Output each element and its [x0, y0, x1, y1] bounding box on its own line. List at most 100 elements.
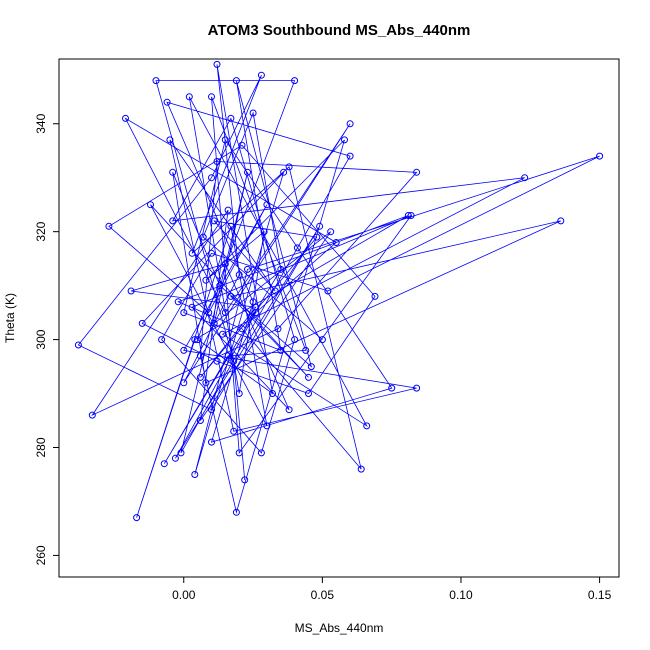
data-point	[227, 222, 235, 230]
data-point	[210, 319, 218, 327]
data-point	[185, 93, 193, 101]
data-point	[202, 379, 210, 387]
data-point	[208, 406, 215, 414]
data-point	[241, 476, 249, 484]
data-point	[138, 319, 146, 327]
data-point	[371, 292, 379, 300]
data-point	[244, 265, 251, 273]
data-point	[274, 325, 282, 333]
data-point	[302, 346, 310, 354]
data-point	[332, 239, 340, 246]
data-point	[307, 363, 315, 371]
data-point	[244, 168, 251, 176]
data-point	[235, 449, 243, 457]
data-point	[249, 298, 257, 306]
data-point	[252, 309, 260, 317]
data-point	[413, 384, 421, 392]
data-point	[188, 303, 196, 311]
data-point	[230, 357, 238, 365]
data-point	[291, 77, 299, 85]
y-tick-label: 300	[34, 329, 48, 349]
x-tick-label: 0.05	[311, 588, 335, 602]
x-axis-label: MS_Abs_440nm	[295, 621, 384, 635]
y-tick-label: 320	[34, 221, 48, 241]
data-point	[238, 141, 246, 149]
data-point	[271, 287, 279, 295]
data-point	[133, 514, 141, 522]
y-tick-label: 260	[34, 545, 48, 565]
data-point	[238, 325, 246, 333]
data-point	[252, 303, 260, 311]
data-point	[230, 427, 238, 435]
data-point	[188, 249, 196, 257]
data-point	[235, 271, 243, 279]
data-point	[232, 77, 240, 85]
chart-title: ATOM3 Southbound MS_Abs_440nm	[208, 22, 471, 39]
data-point	[191, 471, 199, 478]
data-point	[327, 228, 335, 236]
data-point	[596, 152, 604, 160]
data-point	[257, 71, 265, 79]
data-point	[249, 109, 257, 117]
x-tick-label: 0.00	[172, 588, 196, 602]
data-point	[291, 336, 299, 344]
data-point	[158, 336, 166, 344]
data-point	[122, 114, 129, 122]
data-point	[313, 233, 321, 241]
y-axis: 260 280 300 320 340	[34, 113, 60, 565]
data-point	[235, 390, 243, 397]
data-point	[196, 373, 204, 381]
data-point	[208, 249, 215, 257]
data-point	[208, 438, 215, 446]
data-point	[263, 201, 271, 209]
data-point	[227, 114, 235, 122]
data-point	[163, 98, 171, 106]
data-point	[293, 244, 301, 252]
data-point	[413, 168, 421, 176]
data-point	[316, 222, 324, 230]
data-point	[147, 201, 154, 209]
data-point	[305, 390, 312, 397]
data-point	[174, 298, 182, 306]
data-point	[277, 346, 285, 354]
data-point	[216, 282, 224, 290]
data-point	[205, 309, 213, 317]
data-point	[166, 136, 174, 144]
data-point	[285, 406, 293, 414]
data-point	[221, 260, 229, 268]
data-point	[160, 460, 168, 468]
data-point	[363, 422, 371, 430]
data-point	[221, 309, 229, 317]
data-point	[171, 454, 179, 462]
data-point	[346, 120, 354, 128]
data-point	[199, 233, 207, 241]
y-axis-label: Theta (K)	[3, 293, 17, 343]
data-point	[324, 287, 332, 295]
data-point	[318, 336, 326, 344]
data-point	[213, 60, 221, 68]
data-point	[194, 336, 202, 344]
data-point	[221, 136, 229, 144]
data-point	[180, 346, 188, 354]
data-point	[202, 276, 210, 284]
data-point	[180, 309, 188, 317]
x-tick-label: 0.10	[449, 588, 473, 602]
data-point	[180, 379, 188, 387]
data-point	[196, 417, 204, 424]
x-axis: 0.00 0.05 0.10 0.15	[172, 576, 612, 602]
data-point	[219, 330, 227, 338]
data-point	[227, 292, 235, 300]
data-point	[210, 217, 218, 225]
y-tick-label: 340	[34, 113, 48, 133]
data-point	[213, 158, 221, 165]
x-tick-label: 0.15	[588, 588, 612, 602]
data-point	[213, 357, 221, 365]
data-point	[105, 222, 113, 230]
data-point	[74, 341, 82, 349]
data-point	[404, 212, 412, 219]
data-point	[341, 136, 348, 144]
data-point	[277, 265, 285, 273]
data-point	[169, 217, 177, 225]
data-point	[127, 287, 135, 295]
